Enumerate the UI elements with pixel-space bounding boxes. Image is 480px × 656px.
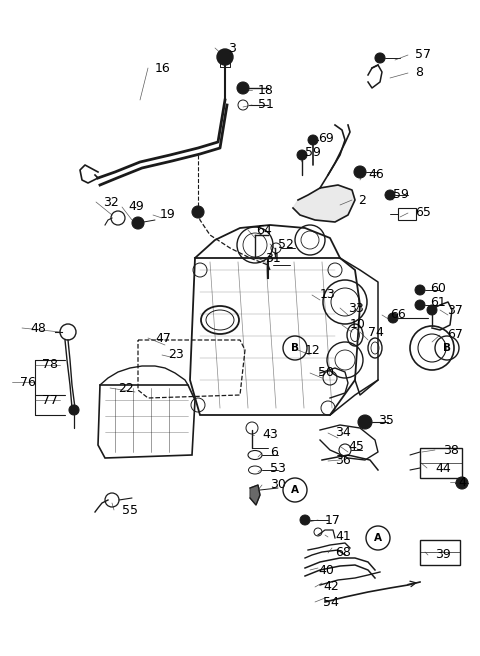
Bar bbox=[420, 448, 462, 478]
Text: 40: 40 bbox=[318, 564, 334, 577]
Circle shape bbox=[308, 135, 318, 145]
Text: 39: 39 bbox=[435, 548, 451, 562]
Text: 50: 50 bbox=[318, 367, 334, 380]
Text: 36: 36 bbox=[335, 455, 351, 468]
Bar bbox=[398, 208, 416, 220]
Text: 43: 43 bbox=[262, 428, 278, 441]
Text: 69: 69 bbox=[318, 131, 334, 144]
Text: 52: 52 bbox=[278, 237, 294, 251]
Text: 23: 23 bbox=[168, 348, 184, 361]
Text: 67: 67 bbox=[447, 329, 463, 342]
Text: 42: 42 bbox=[323, 581, 339, 594]
Text: 16: 16 bbox=[155, 62, 171, 75]
Text: 60: 60 bbox=[430, 281, 446, 295]
Text: 44: 44 bbox=[435, 462, 451, 474]
Text: 3: 3 bbox=[228, 41, 236, 54]
Text: 47: 47 bbox=[155, 331, 171, 344]
Circle shape bbox=[297, 150, 307, 160]
Text: 57: 57 bbox=[415, 49, 431, 62]
Circle shape bbox=[237, 82, 249, 94]
Circle shape bbox=[388, 313, 398, 323]
Text: 6: 6 bbox=[270, 447, 278, 459]
Circle shape bbox=[300, 515, 310, 525]
Circle shape bbox=[354, 166, 366, 178]
Text: B: B bbox=[443, 343, 451, 353]
Text: 64: 64 bbox=[256, 224, 272, 237]
Text: A: A bbox=[291, 485, 299, 495]
Text: B: B bbox=[291, 343, 299, 353]
Circle shape bbox=[456, 477, 468, 489]
Circle shape bbox=[217, 49, 233, 65]
Text: 22: 22 bbox=[118, 382, 134, 394]
Text: 41: 41 bbox=[335, 531, 351, 544]
Text: 12: 12 bbox=[305, 344, 321, 356]
Text: 74: 74 bbox=[368, 325, 384, 338]
Text: 35: 35 bbox=[378, 413, 394, 426]
Text: 49: 49 bbox=[128, 201, 144, 213]
Text: 78: 78 bbox=[42, 358, 58, 371]
Text: 59: 59 bbox=[393, 188, 409, 201]
Text: 4: 4 bbox=[458, 476, 466, 489]
Text: 46: 46 bbox=[368, 169, 384, 182]
Text: 61: 61 bbox=[430, 297, 446, 310]
Circle shape bbox=[415, 300, 425, 310]
Text: 68: 68 bbox=[335, 546, 351, 560]
Text: 77: 77 bbox=[42, 394, 58, 407]
Text: A: A bbox=[374, 533, 382, 543]
Text: 66: 66 bbox=[390, 308, 406, 321]
Circle shape bbox=[192, 206, 204, 218]
Text: 55: 55 bbox=[122, 504, 138, 516]
Polygon shape bbox=[293, 185, 355, 222]
Text: 45: 45 bbox=[348, 440, 364, 453]
Text: 76: 76 bbox=[20, 375, 36, 388]
Circle shape bbox=[69, 405, 79, 415]
Text: 31: 31 bbox=[265, 251, 281, 264]
Text: 54: 54 bbox=[323, 596, 339, 609]
Text: 37: 37 bbox=[447, 304, 463, 316]
Circle shape bbox=[132, 217, 144, 229]
Circle shape bbox=[415, 285, 425, 295]
Text: 48: 48 bbox=[30, 321, 46, 335]
Text: 32: 32 bbox=[103, 195, 119, 209]
Bar bbox=[420, 540, 460, 565]
Text: 19: 19 bbox=[160, 209, 176, 222]
Text: 38: 38 bbox=[443, 443, 459, 457]
Text: 2: 2 bbox=[358, 194, 366, 207]
Circle shape bbox=[375, 53, 385, 63]
Circle shape bbox=[427, 305, 437, 315]
Text: 30: 30 bbox=[270, 478, 286, 491]
Text: 33: 33 bbox=[348, 302, 364, 314]
Polygon shape bbox=[250, 485, 260, 505]
Text: 34: 34 bbox=[335, 426, 351, 440]
Circle shape bbox=[385, 190, 395, 200]
Text: 53: 53 bbox=[270, 462, 286, 476]
Text: 51: 51 bbox=[258, 98, 274, 112]
Text: 8: 8 bbox=[415, 66, 423, 79]
Text: 59: 59 bbox=[305, 146, 321, 159]
Text: 65: 65 bbox=[415, 207, 431, 220]
Text: 17: 17 bbox=[325, 514, 341, 527]
Circle shape bbox=[358, 415, 372, 429]
Text: 10: 10 bbox=[350, 319, 366, 331]
Text: 18: 18 bbox=[258, 83, 274, 96]
Text: 13: 13 bbox=[320, 289, 336, 302]
